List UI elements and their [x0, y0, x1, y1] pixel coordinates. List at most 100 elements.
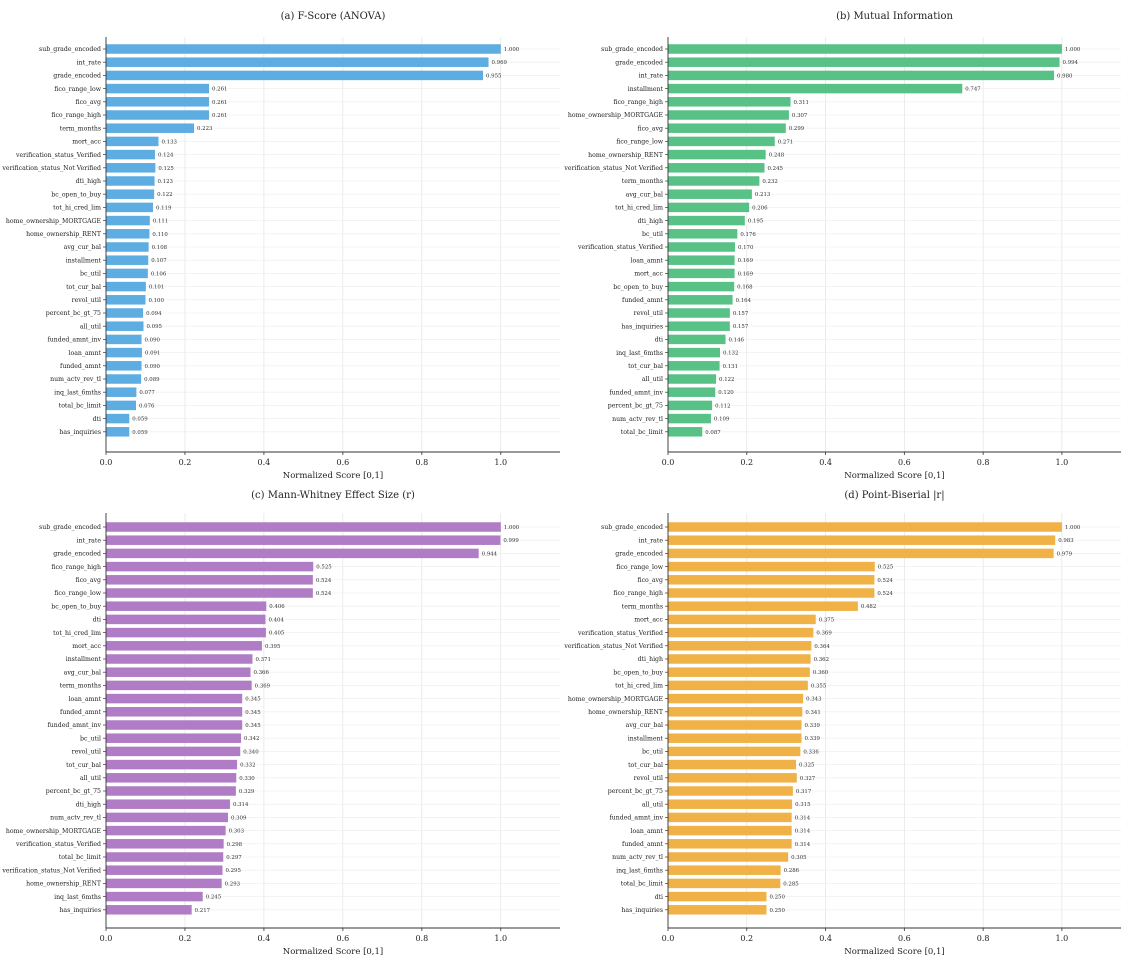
category-label: home_ownership_MORTGAGE: [6, 218, 102, 225]
category-label: installment: [66, 257, 102, 264]
chart-title: (d) Point-Biserial |r|: [844, 490, 944, 501]
category-label: avg_cur_bal: [626, 191, 663, 198]
x-tick-label: 1.0: [1056, 934, 1069, 943]
category-label: all_util: [80, 775, 101, 782]
bar: [106, 123, 195, 133]
value-label: 0.327: [800, 776, 816, 782]
category-label: total_bc_limit: [59, 854, 102, 861]
value-label: 1.000: [1065, 47, 1081, 53]
value-label: 0.955: [486, 73, 502, 79]
value-label: 0.286: [784, 868, 800, 874]
category-label: fico_avg: [637, 125, 663, 132]
value-label: 0.112: [715, 403, 730, 409]
category-label: tot_hi_cred_lim: [53, 205, 101, 212]
bar: [106, 189, 155, 199]
value-label: 0.524: [316, 591, 332, 597]
value-label: 0.330: [239, 776, 255, 782]
value-label: 0.360: [813, 670, 829, 676]
value-label: 0.133: [162, 139, 178, 145]
category-label: mort_acc: [72, 643, 101, 650]
bar: [668, 427, 703, 437]
x-tick-label: 0.6: [898, 934, 911, 943]
value-label: 0.285: [783, 881, 799, 887]
value-label: 0.524: [877, 578, 893, 584]
bar: [668, 588, 875, 598]
bar: [106, 575, 313, 585]
category-label: home_ownership_RENT: [588, 152, 664, 159]
bar: [668, 852, 789, 862]
value-label: 0.090: [145, 364, 161, 370]
bar: [668, 413, 711, 424]
category-label: term_months: [622, 603, 663, 610]
category-label: fico_range_low: [54, 86, 101, 93]
bar: [668, 215, 745, 226]
category-label: fico_range_high: [51, 112, 101, 119]
category-label: grade_encoded: [615, 59, 663, 66]
bar: [106, 799, 230, 809]
category-label: has_inquiries: [621, 323, 663, 330]
category-label: verification_status_Not Verified: [563, 165, 663, 172]
category-label: fico_range_low: [616, 564, 663, 571]
category-label: term_months: [622, 178, 663, 185]
chart-title: (b) Mutual Information: [836, 11, 953, 22]
value-label: 0.524: [877, 591, 893, 597]
bar: [668, 839, 792, 849]
bar: [668, 387, 716, 397]
bar: [668, 865, 781, 875]
value-label: 0.077: [139, 390, 155, 396]
category-label: bc_util: [80, 735, 101, 742]
bar: [668, 321, 730, 331]
bar: [106, 374, 142, 384]
category-label: percent_bc_gt_75: [46, 310, 101, 317]
bar: [668, 295, 733, 305]
x-axis-label: Normalized Score [0,1]: [283, 947, 383, 957]
category-label: tot_cur_bal: [66, 284, 101, 291]
category-label: inq_last_6mths: [54, 389, 101, 396]
value-label: 0.157: [733, 311, 749, 317]
category-label: loan_amnt: [69, 350, 102, 357]
bar: [668, 97, 791, 107]
bar: [106, 905, 192, 915]
bar: [668, 575, 875, 585]
bar: [668, 680, 808, 691]
bar: [668, 136, 775, 147]
value-label: 0.999: [503, 538, 519, 544]
bar: [106, 878, 222, 889]
category-label: avg_cur_bal: [626, 722, 663, 729]
category-label: fico_avg: [637, 577, 663, 584]
category-label: verification_status_Not Verified: [1, 165, 101, 172]
category-label: funded_amnt_inv: [47, 722, 101, 729]
category-label: dti_high: [76, 801, 101, 808]
x-axis-label: Normalized Score [0,1]: [283, 471, 383, 481]
bar: [668, 773, 797, 783]
x-tick-label: 0.4: [819, 934, 832, 943]
bar: [106, 707, 243, 717]
bar: [106, 321, 144, 331]
x-tick-label: 0.8: [977, 934, 990, 943]
value-label: 1.000: [504, 47, 520, 53]
bar: [668, 786, 793, 796]
category-label: revol_util: [634, 775, 663, 782]
bar: [106, 57, 489, 67]
value-label: 0.314: [795, 815, 811, 821]
category-label: installment: [66, 656, 102, 663]
category-label: term_months: [60, 125, 101, 132]
bar: [668, 746, 801, 757]
value-label: 0.339: [805, 736, 821, 742]
value-label: 0.404: [268, 617, 284, 623]
bar: [106, 387, 137, 397]
x-tick-label: 0.4: [258, 934, 271, 943]
bar: [106, 627, 266, 638]
bar: [106, 427, 130, 437]
category-label: avg_cur_bal: [64, 244, 101, 251]
value-label: 0.100: [148, 298, 164, 304]
value-label: 0.747: [965, 87, 981, 93]
bar: [106, 44, 501, 54]
category-label: inq_last_6mths: [616, 867, 663, 874]
value-label: 0.364: [814, 644, 830, 650]
value-label: 0.111: [153, 219, 168, 225]
value-label: 0.406: [269, 604, 285, 610]
value-label: 0.297: [226, 855, 242, 861]
bar: [106, 149, 155, 160]
